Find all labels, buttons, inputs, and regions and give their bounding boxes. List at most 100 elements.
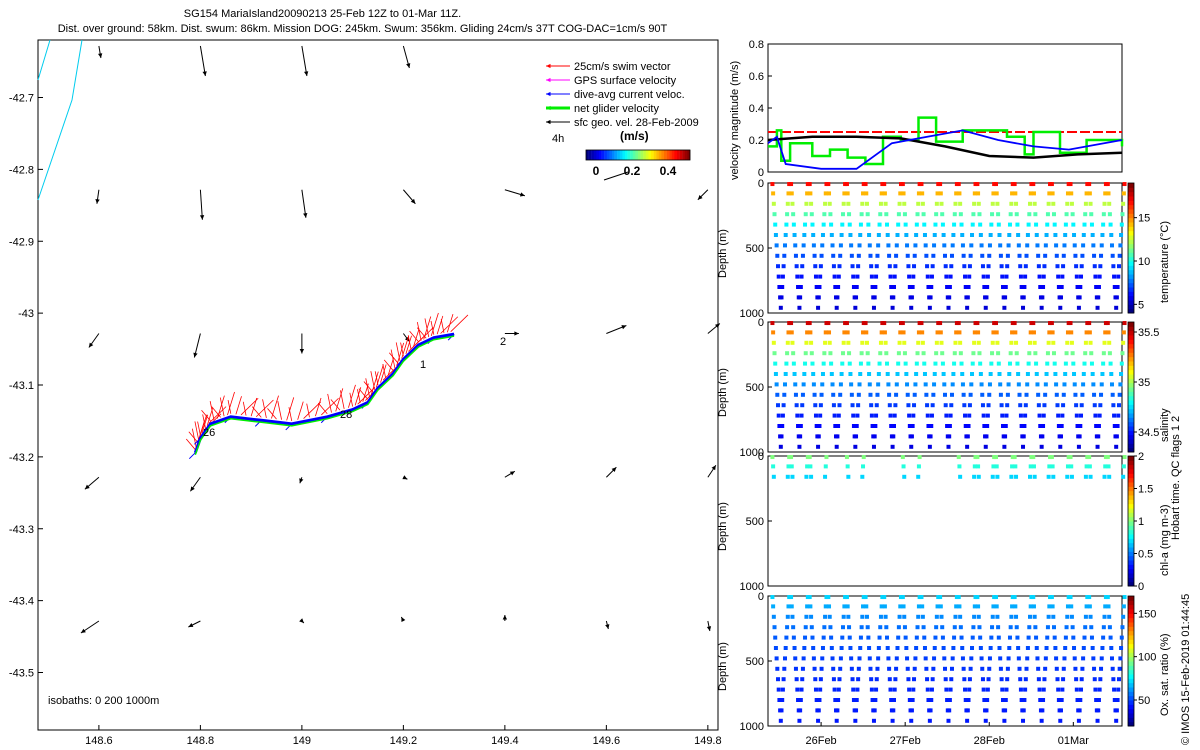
profile-point xyxy=(1027,351,1032,356)
coastline xyxy=(37,39,83,201)
speed-colorbar-segment xyxy=(609,150,613,160)
profile-point xyxy=(1097,413,1102,418)
profile-point xyxy=(802,372,807,376)
profile-point xyxy=(958,474,963,479)
speed-colorbar-segment xyxy=(656,150,659,160)
profile-point xyxy=(838,253,843,258)
profile-point xyxy=(971,625,976,630)
profile-point xyxy=(912,666,917,671)
profile-point xyxy=(770,321,775,326)
profile-point xyxy=(932,372,937,376)
depth-colorbar-segment xyxy=(1128,604,1134,610)
profile-point xyxy=(807,455,812,460)
profile-point xyxy=(1106,191,1111,196)
profile-point xyxy=(975,455,980,460)
profile-point xyxy=(779,708,784,713)
profile-point xyxy=(934,201,939,206)
depth-colorbar-tick-label: 15 xyxy=(1138,213,1150,225)
profile-point xyxy=(932,243,937,248)
profile-point xyxy=(876,646,881,650)
depth-colorbar-segment xyxy=(1128,209,1134,214)
profile-point xyxy=(833,285,838,289)
speed-colorbar-segment xyxy=(627,150,631,160)
profile-point xyxy=(994,321,999,326)
profile-point xyxy=(888,413,893,418)
profile-point xyxy=(808,604,813,609)
profile-point xyxy=(1117,666,1122,671)
profile-point xyxy=(1072,382,1077,387)
profile-point xyxy=(997,233,1002,237)
profile-point xyxy=(1010,330,1015,335)
profile-point xyxy=(1028,191,1033,196)
profile-point xyxy=(976,201,981,206)
profile-point xyxy=(894,392,899,397)
profile-point xyxy=(846,340,851,345)
profile-point xyxy=(994,464,999,469)
profile-point xyxy=(886,656,891,661)
profile-point xyxy=(1022,698,1027,702)
profile-point xyxy=(1096,424,1101,428)
profile-point xyxy=(1017,666,1022,671)
profile-point xyxy=(873,698,878,702)
profile-point xyxy=(961,392,966,397)
profile-point xyxy=(910,698,915,702)
profile-point xyxy=(850,403,855,408)
profile-point xyxy=(872,708,877,713)
profile-point xyxy=(1014,212,1019,217)
profile-point xyxy=(1100,646,1105,650)
profile-point xyxy=(1044,646,1049,650)
geo-velocity-arrow xyxy=(199,45,207,77)
profile-point xyxy=(1098,264,1103,269)
map-x-tick-label: 149 xyxy=(293,735,311,747)
profile-point xyxy=(1050,604,1055,609)
track-marker-label: 28 xyxy=(340,409,352,421)
profile-point xyxy=(916,191,921,196)
profile-point xyxy=(874,274,879,279)
profile-point xyxy=(1083,212,1088,217)
profile-point xyxy=(1072,646,1077,650)
profile-point xyxy=(833,698,838,702)
depth-colorbar-segment xyxy=(1128,382,1134,388)
profile-point xyxy=(1065,474,1070,479)
profile-point xyxy=(909,305,914,310)
profile-point xyxy=(1112,687,1117,692)
profile-point xyxy=(1109,656,1114,661)
profile-point xyxy=(895,233,900,237)
profile-point xyxy=(854,434,859,439)
profile-point xyxy=(929,698,934,702)
profile-point xyxy=(900,182,905,187)
profile-point xyxy=(1012,182,1017,187)
profile-point xyxy=(1107,474,1112,479)
profile-point xyxy=(948,413,953,418)
profile-point xyxy=(1058,434,1063,439)
profile-point xyxy=(1108,361,1113,366)
profile-point xyxy=(821,222,826,227)
profile-point xyxy=(932,233,937,237)
profile-point xyxy=(943,253,947,258)
depth-colorbar-segment xyxy=(1128,395,1134,401)
profile-point xyxy=(983,305,988,310)
swim-vector xyxy=(303,401,322,419)
depth-colorbar-segment xyxy=(1128,365,1134,371)
profile-point xyxy=(835,434,840,439)
profile-point xyxy=(1061,677,1066,682)
profile-point xyxy=(864,191,869,196)
profile-point xyxy=(780,285,785,289)
speed-colorbar-segment xyxy=(601,150,605,160)
profile-point xyxy=(947,698,952,702)
speed-colorbar-segment xyxy=(679,150,683,160)
swim-vector xyxy=(388,352,399,364)
swim-vector xyxy=(409,330,419,343)
depth-colorbar-tick-label: 35 xyxy=(1138,377,1150,389)
profile-point xyxy=(1069,604,1074,609)
profile-point xyxy=(978,361,983,366)
profile-point xyxy=(797,444,802,449)
profile-point xyxy=(782,253,787,258)
profile-point xyxy=(1051,201,1056,206)
profile-point xyxy=(983,718,988,723)
profile-point xyxy=(812,666,817,671)
profile-point xyxy=(924,392,929,397)
profile-point xyxy=(1068,321,1073,326)
profile-point xyxy=(940,351,945,356)
profile-point xyxy=(1005,403,1010,408)
